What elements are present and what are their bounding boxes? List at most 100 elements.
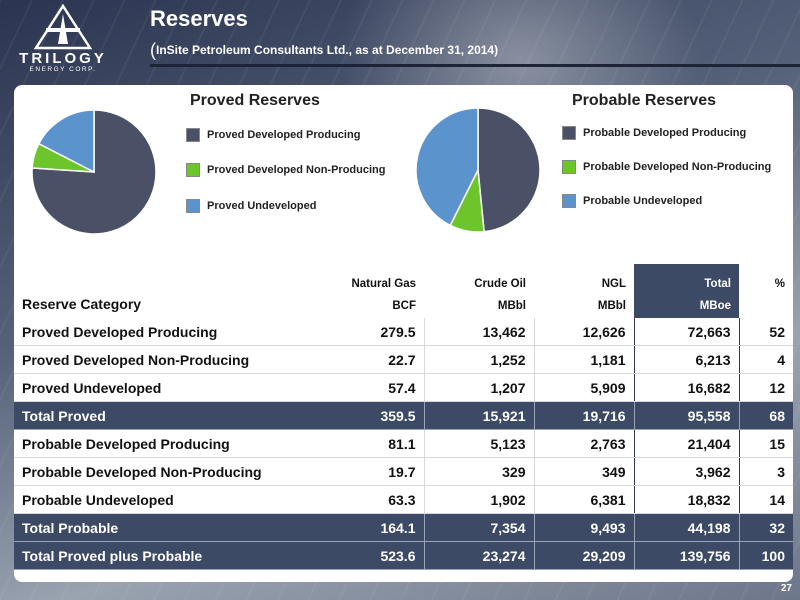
crude-oil-cell: 13,462 bbox=[423, 318, 534, 346]
crude-oil-cell: 15,921 bbox=[423, 401, 534, 430]
pie-slice-3 bbox=[37, 109, 95, 174]
percent-cell: 14 bbox=[739, 485, 793, 514]
legend-label: Proved Undeveloped bbox=[207, 200, 317, 212]
page-subtitle: (InSite Petroleum Consultants Ltd., as a… bbox=[150, 38, 499, 60]
category-cell: Probable Developed Non-Producing bbox=[14, 457, 314, 486]
natural-gas-cell: 359.5 bbox=[314, 401, 424, 430]
crude-oil-cell: 329 bbox=[423, 457, 534, 486]
table-row: Proved Developed Producing 279.5 13,462 12,… bbox=[14, 318, 793, 346]
legend-swatch bbox=[562, 126, 576, 140]
header-reserve-category: Reserve Category bbox=[22, 296, 142, 312]
natural-gas-cell: 57.4 bbox=[314, 373, 424, 402]
pie-slice-3 bbox=[415, 107, 479, 227]
ngl-cell: 19,716 bbox=[533, 401, 634, 430]
crude-oil-cell: 5,123 bbox=[423, 429, 534, 458]
natural-gas-cell: 279.5 bbox=[314, 318, 424, 346]
natural-gas-cell: 19.7 bbox=[314, 457, 424, 486]
proved-chart-title: Proved Reserves bbox=[190, 92, 320, 109]
legend-item: Proved Developed Non-Producing bbox=[186, 163, 385, 177]
natural-gas-cell: 81.1 bbox=[314, 429, 424, 458]
table-row: Probable Undeveloped 63.3 1,902 6,381 18,832… bbox=[14, 485, 793, 514]
percent-cell: 32 bbox=[739, 513, 793, 542]
header-crude-oil: Crude Oil MBbl bbox=[474, 278, 526, 312]
pie-slice-1 bbox=[477, 107, 541, 233]
title-rule bbox=[150, 64, 800, 67]
ngl-cell: 29,209 bbox=[533, 541, 634, 570]
legend-label: Proved Developed Producing bbox=[207, 129, 361, 141]
legend-swatch bbox=[186, 199, 200, 213]
percent-cell: 4 bbox=[739, 345, 793, 374]
percent-cell: 3 bbox=[739, 457, 793, 486]
header-natural-gas: Natural Gas BCF bbox=[351, 278, 416, 312]
natural-gas-cell: 164.1 bbox=[314, 513, 424, 542]
legend-swatch bbox=[186, 128, 200, 142]
table-total-row: Total Proved plus Probable 523.6 23,274 29,… bbox=[14, 541, 793, 570]
table-row: Proved Undeveloped 57.4 1,207 5,909 16,682 12 bbox=[14, 373, 793, 402]
probable-pie-chart bbox=[415, 107, 541, 233]
legend-label: Probable Developed Non-Producing bbox=[583, 161, 772, 173]
table-row: Probable Developed Producing 81.1 5,123 2,7… bbox=[14, 429, 793, 458]
header-ngl: NGL MBbl bbox=[597, 278, 626, 312]
ngl-cell: 349 bbox=[533, 457, 634, 486]
category-cell: Total Proved plus Probable bbox=[14, 541, 314, 570]
total-boe-cell: 18,832 bbox=[633, 485, 740, 514]
percent-cell: 68 bbox=[739, 401, 793, 430]
total-boe-cell: 95,558 bbox=[633, 401, 740, 430]
crude-oil-cell: 7,354 bbox=[423, 513, 534, 542]
page-title: Reserves bbox=[150, 6, 248, 31]
natural-gas-cell: 523.6 bbox=[314, 541, 424, 570]
crude-oil-cell: 1,902 bbox=[423, 485, 534, 514]
category-cell: Total Probable bbox=[14, 513, 314, 542]
probable-chart-title: Probable Reserves bbox=[572, 92, 717, 109]
category-cell: Proved Developed Producing bbox=[14, 318, 314, 346]
ngl-cell: 9,493 bbox=[533, 513, 634, 542]
legend-swatch bbox=[562, 194, 576, 208]
table-total-row: Total Proved 359.5 15,921 19,716 95,558 68 bbox=[14, 401, 793, 430]
crude-oil-cell: 1,252 bbox=[423, 345, 534, 374]
percent-cell: 100 bbox=[739, 541, 793, 570]
reserves-table: Reserve Category Natural Gas BCF Crude Oi… bbox=[14, 264, 793, 570]
logo-name: TRILOGY bbox=[19, 50, 107, 67]
page-number: 27 bbox=[780, 583, 792, 594]
natural-gas-cell: 63.3 bbox=[314, 485, 424, 514]
percent-cell: 15 bbox=[739, 429, 793, 458]
ngl-cell: 5,909 bbox=[533, 373, 634, 402]
ngl-cell: 6,381 bbox=[533, 485, 634, 514]
crude-oil-cell: 1,207 bbox=[423, 373, 534, 402]
ngl-cell: 1,181 bbox=[533, 345, 634, 374]
total-boe-cell: 139,756 bbox=[633, 541, 740, 570]
legend-item: Proved Undeveloped bbox=[186, 199, 316, 213]
table-total-row: Total Probable 164.1 7,354 9,493 44,198 32 bbox=[14, 513, 793, 542]
total-boe-cell: 6,213 bbox=[633, 345, 740, 374]
percent-cell: 12 bbox=[739, 373, 793, 402]
trilogy-logo-icon bbox=[33, 4, 93, 50]
legend-swatch bbox=[186, 163, 200, 177]
header-percent: % bbox=[774, 278, 785, 290]
total-boe-cell: 21,404 bbox=[633, 429, 740, 458]
natural-gas-cell: 22.7 bbox=[314, 345, 424, 374]
category-cell: Proved Developed Non-Producing bbox=[14, 345, 314, 374]
percent-cell: 52 bbox=[739, 318, 793, 346]
crude-oil-cell: 23,274 bbox=[423, 541, 534, 570]
legend-label: Probable Developed Producing bbox=[583, 127, 747, 139]
category-cell: Total Proved bbox=[14, 401, 314, 430]
legend-item: Probable Developed Producing bbox=[562, 126, 746, 140]
legend-swatch bbox=[562, 160, 576, 174]
logo-subtitle: ENERGY CORP. bbox=[29, 66, 97, 73]
category-cell: Probable Developed Producing bbox=[14, 429, 314, 458]
subtitle-open-paren: ( bbox=[150, 40, 156, 60]
ngl-cell: 12,626 bbox=[533, 318, 634, 346]
total-boe-cell: 72,663 bbox=[633, 318, 740, 346]
legend-label: Proved Developed Non-Producing bbox=[207, 164, 386, 176]
legend-item: Proved Developed Producing bbox=[186, 128, 360, 142]
table-row: Proved Developed Non-Producing 22.7 1,252 1… bbox=[14, 345, 793, 374]
slide-header: TRILOGY ENERGY CORP. Reserves (InSite Pe… bbox=[0, 0, 800, 86]
legend-label: Probable Undeveloped bbox=[583, 195, 703, 207]
header-total: Total MBoe bbox=[634, 264, 739, 318]
category-cell: Proved Undeveloped bbox=[14, 373, 314, 402]
subtitle-text: InSite Petroleum Consultants Ltd., as at… bbox=[156, 43, 499, 57]
total-boe-cell: 3,962 bbox=[633, 457, 740, 486]
total-boe-cell: 44,198 bbox=[633, 513, 740, 542]
proved-pie-chart bbox=[31, 109, 157, 235]
legend-item: Probable Developed Non-Producing bbox=[562, 160, 771, 174]
